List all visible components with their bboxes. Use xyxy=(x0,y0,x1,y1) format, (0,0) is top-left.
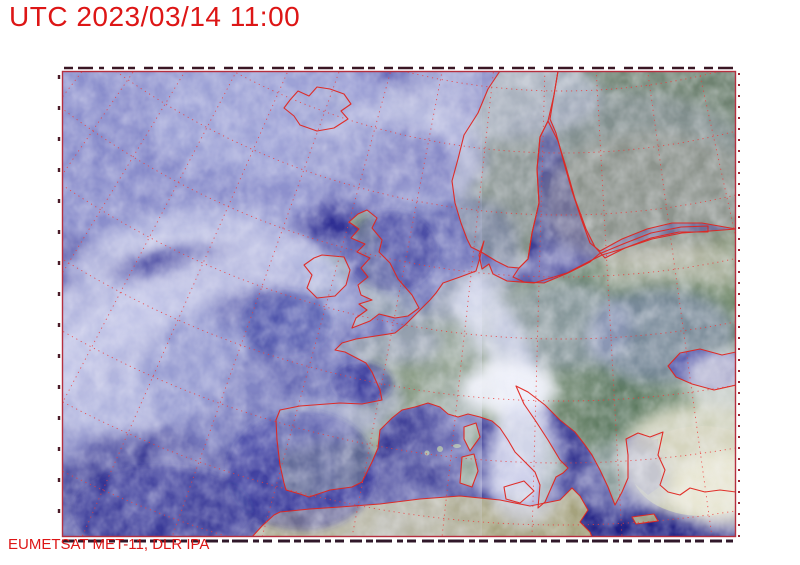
timestamp-title: UTC 2023/03/14 11:00 xyxy=(9,1,301,32)
satellite-image xyxy=(57,66,740,543)
attribution-label: EUMETSAT MET-11, DLR IPA xyxy=(8,536,210,553)
frame-border xyxy=(61,70,737,538)
tick-marks xyxy=(57,66,740,543)
cloud-texture-fine xyxy=(62,71,736,537)
satellite-map-svg xyxy=(57,66,740,543)
